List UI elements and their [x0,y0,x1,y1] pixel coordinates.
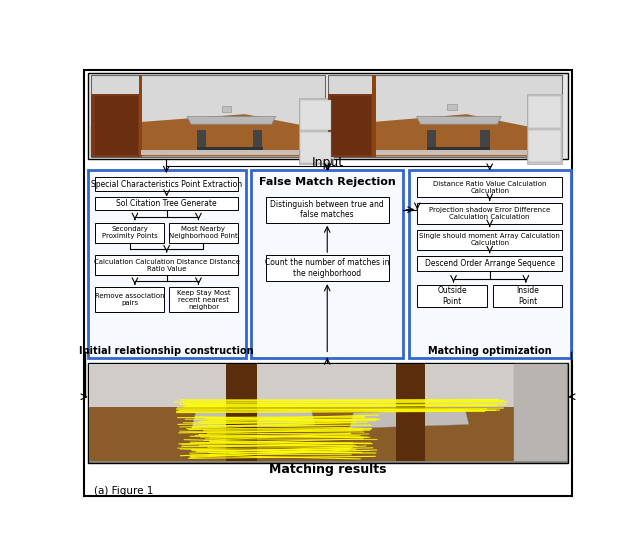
Text: Calculation Calculation Distance Distance
Ratio Value: Calculation Calculation Distance Distanc… [93,259,240,272]
Text: Distinguish between true and
false matches: Distinguish between true and false match… [270,200,384,220]
Polygon shape [417,116,501,124]
Bar [95,287,164,312]
Bar [197,147,262,152]
Bar [528,129,561,162]
Bar [227,365,257,461]
Bar [417,203,562,223]
Bar [95,178,238,191]
Bar [91,75,325,156]
Text: Matching results: Matching results [269,463,387,475]
Bar [493,285,562,307]
Text: Initial relationship construction: Initial relationship construction [79,346,254,356]
Bar [197,129,206,153]
Bar [515,365,566,461]
Bar [417,285,486,307]
Bar [328,94,374,156]
Bar [300,100,331,130]
Text: Sol Citation Tree Generate: Sol Citation Tree Generate [116,199,217,208]
Bar [266,197,389,223]
Text: Projection shadow Error Difference
Calculation Calculation: Projection shadow Error Difference Calcu… [429,207,550,220]
Text: Special Characteristics Point Extraction: Special Characteristics Point Extraction [91,180,243,189]
Text: Inside
Point: Inside Point [516,286,539,306]
Polygon shape [349,409,469,428]
Bar [376,151,527,155]
Bar [169,223,238,243]
Polygon shape [91,114,325,156]
Bar [266,255,389,281]
Bar [95,96,138,155]
Polygon shape [187,116,276,124]
Bar [417,178,562,197]
Polygon shape [192,409,315,428]
Bar [91,94,141,156]
Bar [95,255,238,275]
Text: Outside
Point: Outside Point [437,286,467,306]
Bar [528,96,561,128]
Text: Descend Order Arrange Sequence: Descend Order Arrange Sequence [425,259,555,268]
Bar [299,98,333,164]
Bar [90,405,566,461]
Bar [139,75,143,156]
Text: Keep Stay Most
recent nearest
neighbor: Keep Stay Most recent nearest neighbor [177,290,230,310]
Polygon shape [328,114,562,156]
Bar [95,197,238,211]
Bar [396,365,425,461]
Text: Count the number of matches in
the neighborhood: Count the number of matches in the neigh… [265,259,390,278]
Bar [372,75,376,156]
Bar [90,365,566,407]
Bar [427,129,436,153]
Bar [90,365,566,461]
Text: Most Nearby
Neighborhood Point: Most Nearby Neighborhood Point [169,226,238,239]
Bar [409,170,570,358]
Text: Single should moment Array Calculation
Calculation: Single should moment Array Calculation C… [419,233,560,246]
Bar [221,106,231,112]
Text: False Match Rejection: False Match Rejection [259,177,396,187]
Bar [253,129,262,153]
Bar [88,73,568,159]
Bar [447,104,456,110]
Bar [88,170,246,358]
Text: Input: Input [312,156,344,169]
Bar [481,129,490,153]
Bar [417,230,562,250]
Bar [527,94,562,164]
Bar [169,287,238,312]
Text: Matching optimization: Matching optimization [428,346,552,356]
Bar [300,132,331,162]
Bar [141,151,299,155]
Bar [251,170,403,358]
Text: Remove association
pairs: Remove association pairs [95,293,164,306]
Bar [88,363,568,463]
Bar [417,256,562,271]
Bar [396,365,425,461]
Bar [328,75,562,156]
Bar [227,365,257,461]
Text: (a) Figure 1: (a) Figure 1 [94,486,154,496]
Bar [95,223,164,243]
Bar [427,147,490,152]
Text: Secondary
Proximity Points: Secondary Proximity Points [102,226,158,239]
Text: Distance Ratio Value Calculation
Calculation: Distance Ratio Value Calculation Calcula… [433,181,547,194]
Bar [331,96,371,155]
